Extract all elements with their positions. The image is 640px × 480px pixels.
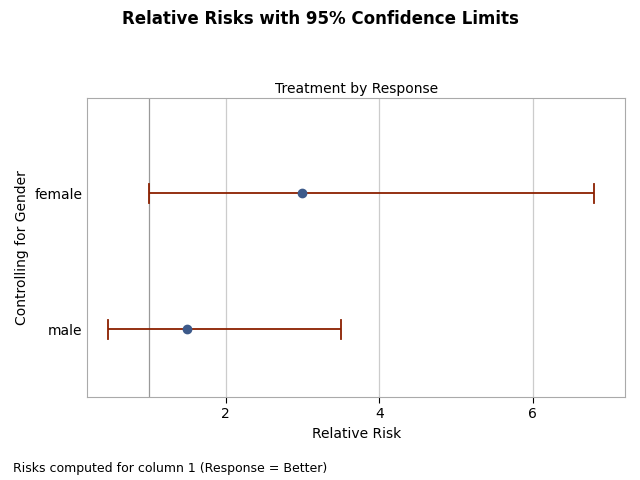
Y-axis label: Controlling for Gender: Controlling for Gender — [15, 170, 29, 325]
Title: Treatment by Response: Treatment by Response — [275, 82, 438, 96]
Text: Risks computed for column 1 (Response = Better): Risks computed for column 1 (Response = … — [13, 462, 327, 475]
X-axis label: Relative Risk: Relative Risk — [312, 427, 401, 441]
Text: Relative Risks with 95% Confidence Limits: Relative Risks with 95% Confidence Limit… — [122, 10, 518, 28]
